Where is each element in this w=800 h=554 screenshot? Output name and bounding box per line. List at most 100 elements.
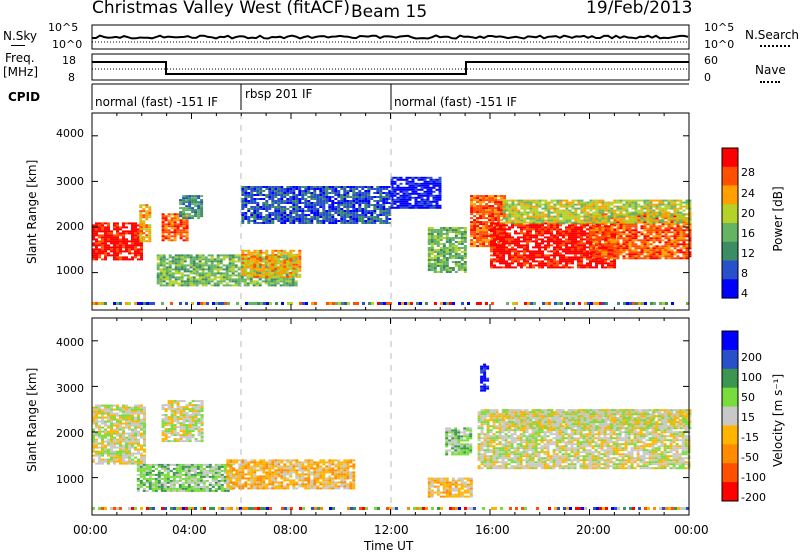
power-cell (505, 248, 508, 251)
power-cell (634, 239, 638, 242)
power-cell (517, 242, 520, 245)
power-cell (427, 269, 431, 271)
power-cell (367, 202, 371, 204)
power-cell (493, 266, 496, 269)
power-cell (535, 201, 539, 204)
power-cell (414, 188, 418, 191)
power-cell (460, 231, 464, 233)
power-cell (445, 235, 449, 237)
power-cell (405, 202, 409, 205)
power-cell (301, 198, 305, 200)
power-cell (179, 219, 183, 222)
power-cell (210, 270, 214, 273)
power-cell (646, 199, 650, 202)
power-cell (571, 256, 574, 259)
power-cell (438, 198, 442, 201)
power-cell (646, 249, 650, 252)
power-cell (396, 198, 400, 201)
power-cell (256, 186, 260, 188)
power-cell (610, 233, 614, 236)
power-cell (92, 244, 95, 247)
power-cell (646, 255, 650, 258)
power-cell (457, 263, 461, 265)
power-cell (583, 207, 587, 210)
power-cell (667, 257, 671, 260)
power-cell (508, 213, 512, 216)
power-cell (508, 232, 511, 235)
power-cell (249, 280, 253, 283)
power-cell (490, 236, 493, 239)
power-cell (119, 226, 122, 229)
power-cell (207, 266, 211, 269)
power-cell (346, 214, 350, 216)
power-cell (253, 208, 257, 210)
power-cell (179, 229, 183, 232)
power-cell (493, 260, 496, 263)
power-cell (448, 241, 452, 243)
power-cell (470, 195, 474, 198)
power-cell (195, 274, 199, 277)
power-cell (526, 224, 529, 227)
power-cell (673, 235, 677, 238)
power-cell (607, 244, 610, 247)
power-cell (538, 228, 541, 231)
power-cell (179, 213, 183, 216)
power-cell (183, 280, 187, 283)
power-cell (289, 273, 293, 276)
power-cell (246, 256, 250, 259)
power-cell (167, 229, 171, 232)
power-cell (541, 242, 544, 245)
power-cell (222, 254, 226, 257)
power-cell (179, 201, 183, 204)
power-cb-tick-12: 12 (741, 247, 755, 260)
power-cell (529, 252, 532, 255)
power-cell (286, 192, 290, 194)
power-cell (388, 214, 392, 216)
power-cell (451, 243, 455, 245)
power-cell (262, 259, 266, 262)
power-cell (180, 280, 184, 283)
power-cell (559, 266, 562, 269)
power-cell (496, 238, 499, 241)
power-cell (188, 201, 192, 204)
power-cell (538, 230, 541, 233)
power-cell (279, 256, 283, 259)
power-cell (436, 253, 440, 255)
power-cell (500, 207, 504, 210)
power-cell (532, 258, 535, 261)
power-cell (523, 250, 526, 253)
power-cell (426, 190, 430, 193)
power-cell (373, 206, 377, 208)
power-cell (125, 246, 128, 249)
power-cell (116, 234, 119, 237)
power-cell (646, 227, 650, 230)
power-cell (634, 199, 638, 202)
power-cell (514, 248, 517, 251)
power-cell (667, 203, 671, 206)
power-cell (479, 223, 483, 226)
power-cell (631, 225, 635, 228)
power-cell (488, 233, 492, 236)
power-cell (505, 215, 509, 218)
power-cell (583, 266, 586, 269)
power-cell (535, 260, 538, 263)
power-cell (271, 202, 275, 204)
power-cell (280, 263, 284, 266)
power-cell (565, 262, 568, 265)
power-cell (185, 217, 189, 220)
power-cell (313, 208, 317, 210)
power-cell (286, 208, 290, 210)
power-cell (182, 221, 186, 224)
power-cell (408, 198, 412, 201)
power-cell (670, 251, 674, 254)
power-cell (490, 258, 493, 261)
power-cell (304, 202, 308, 204)
power-cell (598, 232, 601, 235)
power-cell (589, 231, 593, 234)
power-cell (429, 178, 433, 181)
power-cell (352, 198, 356, 200)
power-cell (595, 251, 599, 254)
power-cell (553, 242, 556, 245)
power-cell (580, 221, 584, 224)
power-cell (607, 217, 611, 220)
